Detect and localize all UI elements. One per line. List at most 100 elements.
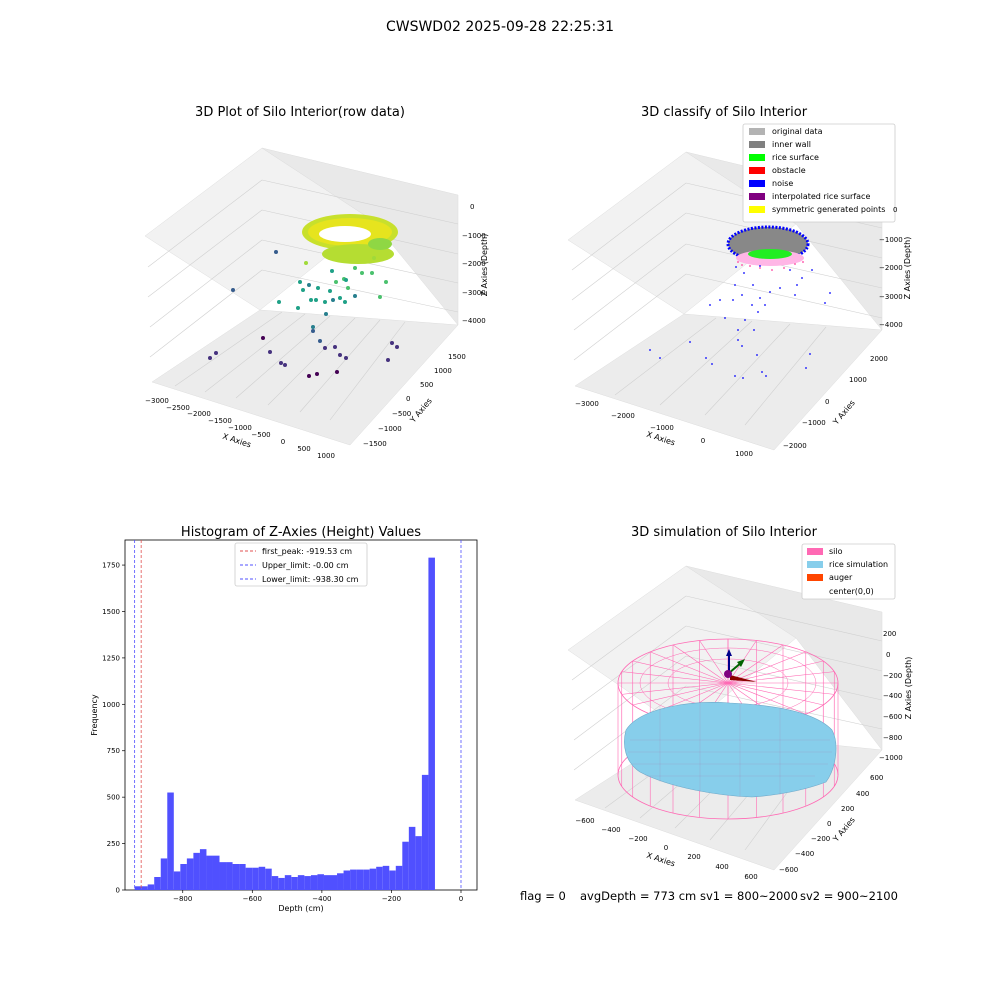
silo-roof-line xyxy=(727,644,784,684)
noise-point xyxy=(742,377,744,379)
x-tick-label: −400 xyxy=(312,895,331,903)
y-tick-label: 2000 xyxy=(870,355,888,363)
legend: first_peak: -919.53 cm Upper_limit: -0.0… xyxy=(234,542,368,587)
z-tick-label: −2000 xyxy=(462,260,486,268)
y-tick-label: −500 xyxy=(392,410,411,418)
raw-point xyxy=(277,300,281,304)
raw-point xyxy=(331,298,335,302)
raw-point xyxy=(214,351,218,355)
raw-point xyxy=(344,356,348,360)
noise-point xyxy=(809,353,811,355)
noise-point xyxy=(719,299,721,301)
silo-roof-line xyxy=(699,640,729,684)
x-tick-label: −2000 xyxy=(187,410,211,418)
histogram-bar xyxy=(428,557,435,890)
x-tick-label: 500 xyxy=(297,445,310,453)
noise-point xyxy=(705,357,707,359)
raw-point xyxy=(346,286,350,290)
x-tick-label: −600 xyxy=(575,817,594,825)
x-tick-label: 400 xyxy=(715,863,728,871)
x-tick-label: −3000 xyxy=(145,397,169,405)
z-tick-label: −800 xyxy=(883,734,902,742)
silo-roof-line xyxy=(632,682,729,706)
classify-silo-cluster xyxy=(726,225,810,266)
z-tick-label: −1000 xyxy=(879,754,903,762)
x-axis-label: X Axies xyxy=(645,851,676,869)
silo-roof-line xyxy=(632,660,729,684)
y-tick-label: 400 xyxy=(856,790,869,798)
legend: silo rice simulation auger center(0,0) xyxy=(801,543,896,600)
legend-item: noise xyxy=(749,179,793,188)
y-tick-label: 1000 xyxy=(849,376,867,384)
noise-point xyxy=(759,265,761,267)
raw-point xyxy=(279,361,283,365)
legend: original data inner wall rice surface ob… xyxy=(742,123,896,223)
auger-assembly xyxy=(724,649,757,682)
noise-point xyxy=(759,297,761,299)
panel-title: 3D classify of Silo Interior xyxy=(641,105,808,120)
z-tick-label: −1000 xyxy=(462,232,486,240)
legend-frame xyxy=(801,543,896,600)
z-tick-label: −400 xyxy=(883,692,902,700)
auger-shaft xyxy=(730,675,757,682)
histogram-bar xyxy=(330,875,338,890)
silo-roof-line xyxy=(650,651,729,684)
histogram-bar xyxy=(310,875,318,890)
histogram-bar xyxy=(291,877,298,890)
interpolated-point xyxy=(759,267,761,269)
x-tick-label: 0 xyxy=(281,438,285,446)
y-axis-label: Y Axies xyxy=(831,398,857,427)
panel-title: 3D simulation of Silo Interior xyxy=(631,525,818,540)
y-tick-labels: 600 400 200 0 −200 −400 −600 xyxy=(779,774,883,874)
histogram-bar xyxy=(363,869,370,890)
histogram-bar xyxy=(141,886,148,890)
x-tick-label: 200 xyxy=(687,853,700,861)
legend-label: first_peak: -919.53 cm xyxy=(262,547,352,556)
histogram-bar xyxy=(226,862,233,890)
raw-points-group xyxy=(208,250,399,378)
y-tick-label: −600 xyxy=(779,866,798,874)
panel-simulation: 3D simulation of Silo Interior xyxy=(567,525,913,881)
histogram-bar xyxy=(219,862,227,890)
avg-depth-text: avgDepth = 773 cm xyxy=(580,889,696,903)
raw-point xyxy=(324,312,328,316)
raw-point xyxy=(386,358,390,362)
histogram-bar xyxy=(265,868,272,890)
y-tick-label: −2000 xyxy=(783,442,807,450)
interpolated-point xyxy=(771,269,773,271)
legend-label: symmetric generated points xyxy=(772,205,885,214)
legend-frame xyxy=(742,123,896,223)
legend-swatch xyxy=(807,548,823,555)
legend-label: inner wall xyxy=(772,140,811,149)
histogram-bar xyxy=(284,875,292,890)
noise-point xyxy=(659,357,661,359)
legend-label: obstacle xyxy=(772,166,806,175)
legend-item: interpolated rice surface xyxy=(749,192,870,201)
z-tick-label: 0 xyxy=(886,651,890,659)
z-tick-label: −2000 xyxy=(879,264,903,272)
raw-scatter-patch xyxy=(368,238,392,250)
legend-item: obstacle xyxy=(749,166,806,175)
sv2-text: sv2 = 900~2100 xyxy=(800,889,898,903)
z-tick-label: −3000 xyxy=(879,293,903,301)
raw-point xyxy=(283,363,287,367)
noise-point xyxy=(724,317,726,319)
z-axis: 0 −1000 −2000 −3000 −4000 Z Axies (Depth… xyxy=(462,203,489,325)
classify-points-group xyxy=(649,261,831,379)
histogram-bar xyxy=(154,877,161,890)
histogram-bar xyxy=(369,868,377,890)
grid-lines xyxy=(147,179,459,421)
interpolated-point xyxy=(737,261,739,263)
y-tick-label: 1000 xyxy=(102,701,120,709)
noise-point xyxy=(796,284,798,286)
noise-point xyxy=(741,345,743,347)
x-tick-label: −1000 xyxy=(650,424,674,432)
floor-pane xyxy=(574,313,883,451)
legend-label: Upper_limit: -0.00 cm xyxy=(262,561,349,570)
raw-point xyxy=(316,286,320,290)
status-footer: flag = 0 avgDepth = 773 cm sv1 = 800~200… xyxy=(520,889,898,903)
histogram-bar xyxy=(212,855,220,890)
y-tick-label: −1000 xyxy=(802,419,826,427)
noise-point xyxy=(805,367,807,369)
z-tick-label: −4000 xyxy=(879,321,903,329)
